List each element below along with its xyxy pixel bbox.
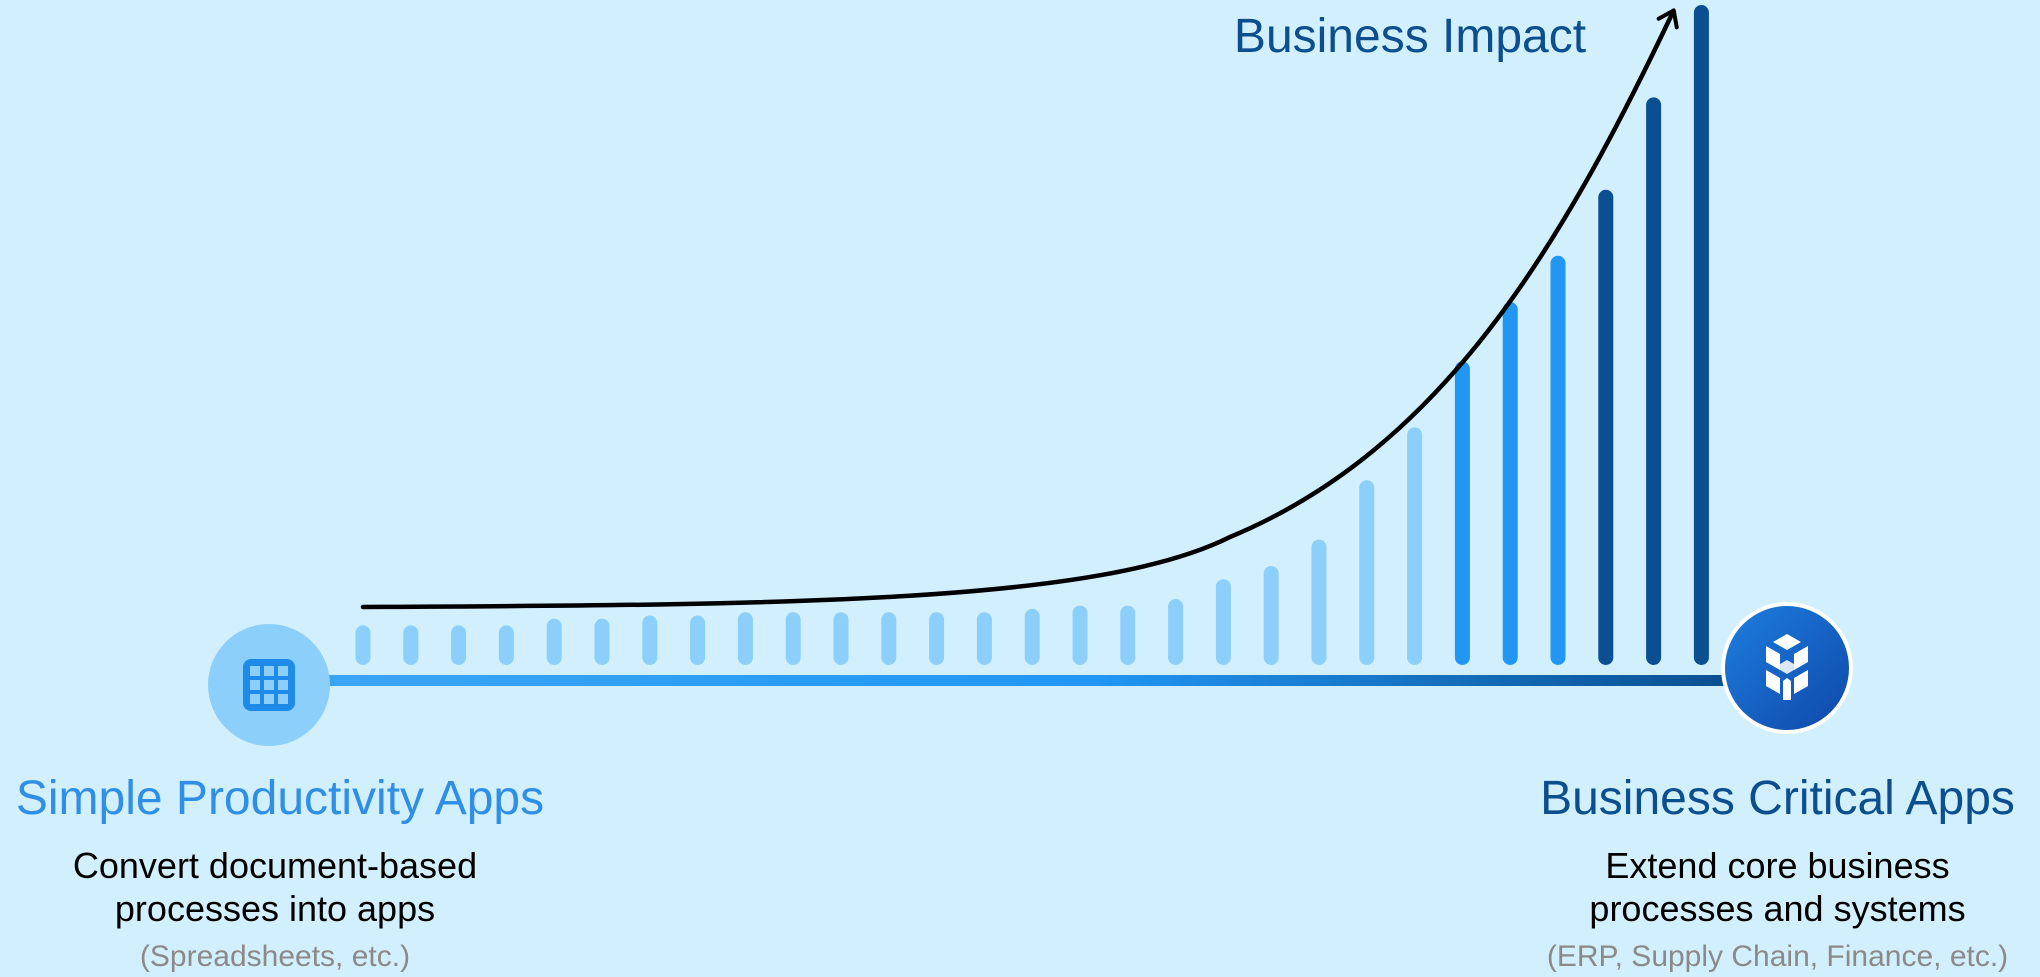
- left-desc-line-2: processes into apps: [114, 888, 436, 930]
- impact-bar-22: [1359, 480, 1375, 665]
- impact-bar-13: [929, 612, 945, 665]
- simple-productivity-apps-note: (Spreadsheets, etc.): [139, 940, 411, 973]
- impact-bar-7: [642, 615, 658, 665]
- business-critical-apps-title: Business Critical Apps: [1540, 772, 2015, 825]
- impact-bar-28: [1646, 97, 1662, 665]
- left-node: [208, 624, 330, 746]
- business-critical-apps-note: (ERP, Supply Chain, Finance, etc.): [1546, 940, 2009, 973]
- right-desc-line-1: Extend core business: [1605, 845, 1950, 886]
- impact-bar-9: [737, 612, 753, 665]
- impact-bar-6: [594, 618, 610, 665]
- impact-bar-11: [833, 612, 849, 665]
- impact-bar-21: [1311, 539, 1327, 665]
- impact-bar-24: [1454, 361, 1470, 665]
- simple-productivity-apps-title: Simple Productivity Apps: [15, 772, 545, 825]
- impact-bar-4: [498, 625, 514, 665]
- right-node: [1721, 602, 1853, 734]
- cube-cluster-icon: [1766, 634, 1808, 700]
- impact-bars: [355, 5, 1709, 666]
- impact-bar-27: [1598, 189, 1614, 666]
- impact-bar-10: [785, 612, 801, 665]
- impact-bar-17: [1120, 605, 1136, 665]
- left-desc-line-1: Convert document-based: [72, 845, 478, 886]
- impact-bar-1: [355, 625, 371, 665]
- impact-bar-14: [976, 612, 992, 665]
- impact-bar-18: [1168, 599, 1184, 665]
- impact-bar-15: [1024, 608, 1040, 665]
- impact-bar-2: [403, 625, 419, 665]
- impact-bar-26: [1550, 255, 1566, 666]
- impact-bar-29: [1693, 5, 1709, 665]
- impact-bar-20: [1263, 566, 1279, 665]
- impact-bar-5: [546, 618, 562, 665]
- timeline-baseline: [320, 675, 1730, 686]
- impact-bar-23: [1407, 427, 1423, 665]
- grid-icon: [243, 659, 295, 711]
- impact-bar-16: [1072, 605, 1088, 665]
- simple-productivity-apps-description: Convert document-based processes into ap…: [30, 844, 520, 930]
- impact-bar-25: [1502, 302, 1518, 665]
- impact-bar-12: [881, 612, 897, 665]
- impact-bar-8: [690, 615, 706, 665]
- business-critical-apps-description: Extend core business processes and syste…: [1515, 844, 2040, 930]
- right-desc-line-2: processes and systems: [1589, 888, 1966, 930]
- impact-bar-19: [1215, 579, 1231, 665]
- business-impact-label: Business Impact: [1233, 10, 1587, 63]
- impact-curve-arrow: [360, 8, 1679, 610]
- impact-bar-3: [451, 625, 467, 665]
